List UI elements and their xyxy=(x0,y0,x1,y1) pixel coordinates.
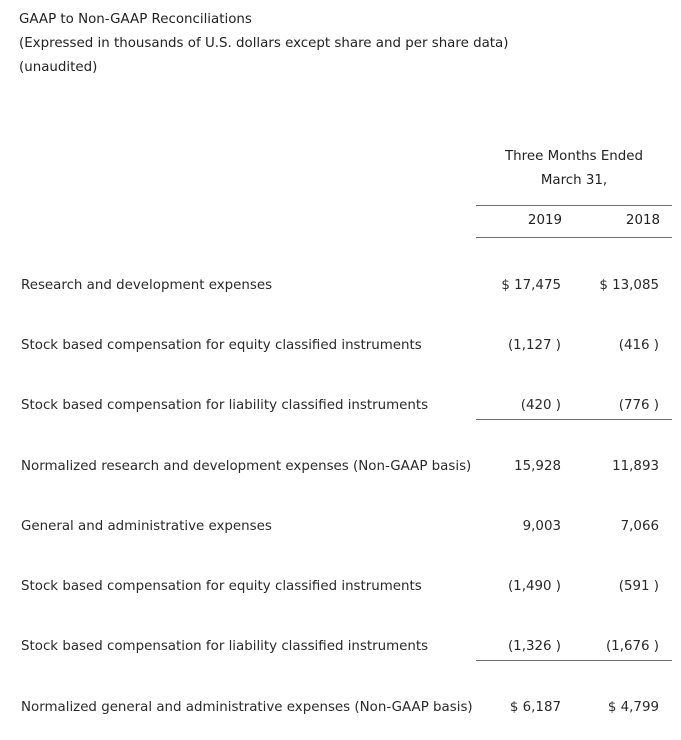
value-2019: 15,928 xyxy=(514,459,561,474)
row-label: Normalized research and development expe… xyxy=(21,459,472,474)
value-2019: (420 ) xyxy=(520,398,561,413)
row-label: Stock based compensation for equity clas… xyxy=(21,338,422,353)
report-title: GAAP to Non-GAAP Reconciliations xyxy=(19,12,252,27)
value-2018: $ 13,085 xyxy=(599,278,659,293)
value-2019: (1,127 ) xyxy=(507,338,561,353)
row-label: Normalized general and administrative ex… xyxy=(21,700,473,715)
value-2019: 9,003 xyxy=(522,519,561,534)
table-row: Research and development expenses $ 17,4… xyxy=(0,270,681,300)
value-2019: $ 17,475 xyxy=(501,278,561,293)
period-line-1: Three Months Ended xyxy=(505,149,643,164)
row-label: Stock based compensation for equity clas… xyxy=(21,579,422,594)
subtotal-rule xyxy=(476,419,672,420)
row-label: General and administrative expenses xyxy=(21,519,272,534)
subtotal-rule xyxy=(476,660,672,661)
value-2018: 11,893 xyxy=(612,459,659,474)
value-2018: (1,676 ) xyxy=(605,639,659,654)
value-2019: (1,490 ) xyxy=(507,579,561,594)
value-2019: $ 6,187 xyxy=(509,700,561,715)
value-2018: 7,066 xyxy=(620,519,659,534)
value-2018: $ 4,799 xyxy=(607,700,659,715)
report-subtitle: (Expressed in thousands of U.S. dollars … xyxy=(19,36,509,51)
row-label: Stock based compensation for liability c… xyxy=(21,398,429,413)
year-column-header: 2019 2018 xyxy=(476,205,672,238)
row-label: Research and development expenses xyxy=(21,278,273,293)
year-2018-header: 2018 xyxy=(625,213,660,228)
table-row: General and administrative expenses 9,00… xyxy=(0,511,681,541)
table-row: Stock based compensation for liability c… xyxy=(0,631,681,661)
year-2019-header: 2019 xyxy=(527,213,562,228)
table-row: Stock based compensation for equity clas… xyxy=(0,330,681,360)
period-heading: Three Months Ended March 31, xyxy=(476,145,672,193)
table-row: Stock based compensation for liability c… xyxy=(0,390,681,420)
report-header: GAAP to Non-GAAP Reconciliations (Expres… xyxy=(19,8,508,80)
report-note: (unaudited) xyxy=(19,60,98,75)
period-line-2: March 31, xyxy=(540,173,608,188)
value-2018: (591 ) xyxy=(618,579,659,594)
table-row: Normalized research and development expe… xyxy=(0,451,681,481)
row-label: Stock based compensation for liability c… xyxy=(21,639,429,654)
value-2019: (1,326 ) xyxy=(507,639,561,654)
value-2018: (776 ) xyxy=(618,398,659,413)
value-2018: (416 ) xyxy=(618,338,659,353)
table-row: Stock based compensation for equity clas… xyxy=(0,571,681,601)
table-row: Normalized general and administrative ex… xyxy=(0,692,681,722)
